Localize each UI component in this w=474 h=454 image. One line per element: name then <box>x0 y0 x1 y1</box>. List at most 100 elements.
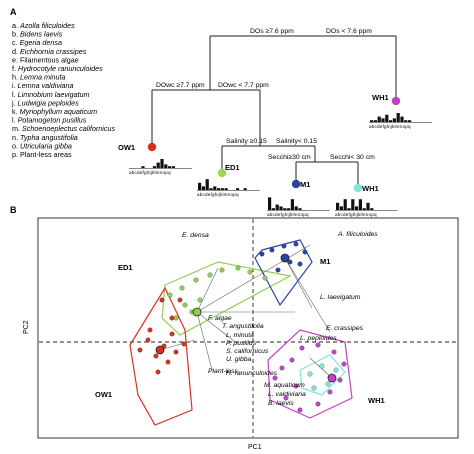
tree-leaf-4: WH1 abcdefghijklmnopq <box>335 183 398 217</box>
histogram-letters: abcdefghijklmnopq <box>197 192 239 197</box>
histogram-bar <box>290 199 294 210</box>
histogram-bar <box>298 208 302 210</box>
pca-point <box>235 265 241 271</box>
hull-m1 <box>254 239 313 307</box>
legend-item: d. Eichhornia crassipes <box>12 47 87 56</box>
split-label-do-low: DOs < 7.6 ppm <box>326 28 372 35</box>
pca-point <box>269 247 275 253</box>
histogram-bar <box>404 120 408 122</box>
panel-a-letter: A <box>10 7 17 17</box>
leaf-node-dot <box>353 183 363 193</box>
group-centroid <box>280 253 290 263</box>
group-label-m1: M1 <box>320 257 330 266</box>
pca-point <box>167 292 173 298</box>
histogram-bar <box>201 186 205 190</box>
legend-item: p. Plant-less areas <box>12 150 72 159</box>
histogram-letters: abcdefghijklmnopq <box>335 212 377 217</box>
pca-point <box>207 272 213 278</box>
species-label-p-pusillus: P. pusillus <box>226 340 257 347</box>
pca-point <box>181 341 187 347</box>
species-label-f-algae: F. algae <box>208 315 232 322</box>
histogram-bar <box>268 197 272 210</box>
pca-point <box>333 367 339 373</box>
species-connectors <box>159 244 333 379</box>
pca-point <box>331 349 337 355</box>
histogram-bar <box>279 206 283 210</box>
histogram-bar <box>164 164 168 168</box>
hull-wh1 <box>267 329 353 419</box>
pca-point <box>325 381 331 387</box>
group-label-ed1: ED1 <box>118 263 133 272</box>
species-label-l-minuta: L. minuta <box>226 332 254 339</box>
species-label-l-peploides: L. peploides <box>300 335 337 342</box>
histogram-bar <box>156 162 160 168</box>
pca-point <box>319 363 325 369</box>
species-label-l-valdiviana: L. valdiviana <box>268 391 306 398</box>
histogram-bar <box>385 114 389 122</box>
species-label-t-angustifolia: T. angustifolia <box>222 323 264 330</box>
species-label-h-ranunculoides: H. ranunculoides <box>226 370 278 377</box>
histogram-bar <box>287 208 291 210</box>
pca-point <box>177 297 183 303</box>
histogram-bar <box>217 188 221 190</box>
histogram-bar <box>213 186 217 190</box>
group-centroid <box>192 307 202 317</box>
pca-point <box>165 359 171 365</box>
histogram-bar <box>358 199 362 210</box>
pca-point <box>272 375 278 381</box>
histogram-bar <box>243 188 247 190</box>
species-label-e-densa: E. densa <box>182 232 209 239</box>
leaf-node-label: M1 <box>300 180 310 189</box>
split-label-secchi-low: Secchi< 30 cm <box>330 154 375 161</box>
histogram-bar <box>377 116 381 122</box>
histogram-bar <box>408 120 412 122</box>
group-label-ow1: OW1 <box>95 390 112 399</box>
pca-point <box>197 297 203 303</box>
tree-leaf-1: OW1 abcdefghijklmnopq <box>118 142 192 175</box>
tree-leaf-5: WH1 abcdefghijklmnopq <box>369 93 432 129</box>
regression-tree <box>151 35 397 185</box>
histogram-letters: abcdefghijklmnopq <box>369 124 411 129</box>
pca-point <box>315 342 321 348</box>
pca-point <box>179 285 185 291</box>
histogram-bar <box>168 166 172 168</box>
histogram-bar <box>220 188 224 190</box>
histogram-bar <box>271 208 275 210</box>
leaf-node-dot <box>391 96 401 106</box>
histogram-bar <box>362 208 366 210</box>
histogram-bar <box>370 120 374 122</box>
pca-point <box>297 407 303 413</box>
hull-ed1 <box>161 261 292 336</box>
panel-b-letter: B <box>10 205 17 215</box>
pca-point <box>169 315 175 321</box>
hull-ow1 <box>129 286 193 426</box>
pca-point <box>153 353 159 359</box>
split-label-do-high: DOs ≥7.6 ppm <box>250 28 294 35</box>
pca-point <box>147 327 153 333</box>
split-label-dowc-high: DOwc ≥7.7 ppm <box>156 82 205 89</box>
legend-item: l. Limnobium laevigatum <box>12 90 90 99</box>
pca-point <box>193 277 199 283</box>
legend-item: j. Ludwigia peploides <box>11 98 79 107</box>
group-centroid <box>327 373 337 383</box>
histogram-bar <box>373 120 377 122</box>
pca-point <box>327 389 333 395</box>
pca-point <box>145 337 151 343</box>
pca-point <box>307 371 313 377</box>
pca-point <box>155 369 161 375</box>
leaf-node-label: WH1 <box>372 93 389 102</box>
histogram-bar <box>343 199 347 210</box>
pca-point <box>341 361 347 367</box>
histogram-bar <box>141 166 145 168</box>
pca-point <box>302 249 308 255</box>
pca-points <box>137 241 347 413</box>
histogram-bar <box>160 159 164 168</box>
histogram-bar <box>381 118 385 122</box>
split-label-salinity-high: Salinity ≥0.15 <box>226 138 267 145</box>
histogram-bar <box>400 116 404 122</box>
legend-item: c. Egeria densa <box>12 38 62 47</box>
leaf-node-label: ED1 <box>225 163 240 172</box>
histogram-bar <box>275 204 279 210</box>
leaf-node-dot <box>291 179 301 189</box>
